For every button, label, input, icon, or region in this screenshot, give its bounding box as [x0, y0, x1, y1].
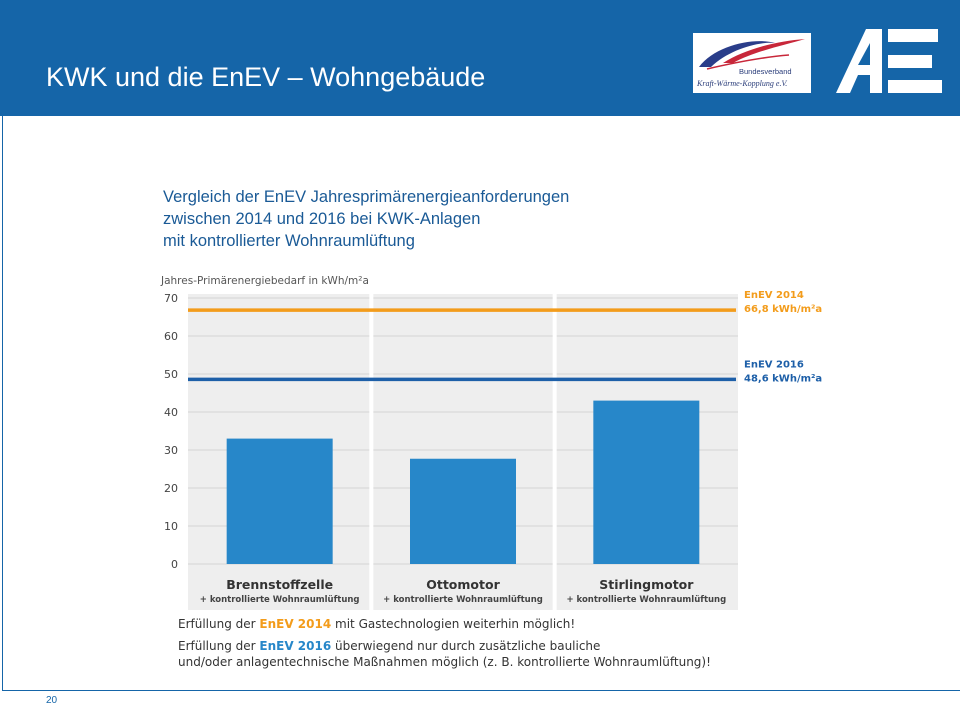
y-tick-label: 0 — [171, 558, 178, 571]
y-tick-label: 20 — [164, 482, 178, 495]
note-line-1-end: mit Gastechnologien weiterhin möglich! — [331, 617, 576, 631]
left-rule — [2, 116, 3, 690]
reference-line-label: EnEV 2016 — [744, 359, 804, 370]
chart-description: Vergleich der EnEV Jahresprimärenergiean… — [163, 186, 569, 252]
note-line-1: Erfüllung der EnEV 2014 mit Gastechnolog… — [178, 617, 575, 631]
category-label: Brennstoffzelle — [226, 577, 333, 592]
subtitle-line-1: Vergleich der EnEV Jahresprimärenergiean… — [163, 188, 570, 206]
bar — [410, 458, 516, 564]
note-line-1-start: Erfüllung der — [178, 617, 260, 631]
note-line-3: und/oder anlagentechnische Maßnahmen mög… — [178, 655, 711, 669]
bar — [226, 438, 333, 564]
bkwk-logo: Bundesverband Kraft-Wärme-Kopplung e.V. — [693, 33, 811, 93]
header-bar: KWK und die EnEV – Wohngebäude Bundesver… — [0, 0, 960, 116]
reference-line-label: EnEV 2014 — [744, 290, 804, 301]
slide-title: KWK und die EnEV – Wohngebäude — [46, 62, 486, 92]
category-sublabel: + kontrollierte Wohnraumlüftung — [566, 595, 726, 605]
y-tick-label: 30 — [164, 444, 178, 457]
category-label: Ottomotor — [426, 577, 500, 592]
ae-logo-icon — [836, 29, 942, 93]
y-axis-label: Jahres-Primärenergiebedarf in kWh/m²a — [160, 275, 369, 287]
y-tick-label: 60 — [164, 330, 178, 343]
note-line-2-start: Erfüllung der — [178, 639, 260, 653]
y-tick-label: 70 — [164, 292, 178, 305]
page-number: 20 — [46, 695, 58, 706]
y-tick-label: 40 — [164, 406, 178, 419]
reference-line-value: 66,8 kWh/m²a — [744, 304, 822, 315]
category-sublabel: + kontrollierte Wohnraumlüftung — [200, 595, 360, 605]
footer-rule — [2, 690, 960, 691]
bar — [593, 400, 700, 564]
category-label: Stirlingmotor — [599, 577, 694, 592]
note-line-2: Erfüllung der EnEV 2016 überwiegend nur … — [178, 639, 600, 653]
bkwk-swoosh-icon — [699, 39, 805, 70]
subtitle-line-3: mit kontrollierter Wohnraumlüftung — [163, 232, 415, 250]
note-enev2016-highlight: EnEV 2016 — [259, 639, 332, 653]
bar-chart: Jahres-Primärenergiebedarf in kWh/m²a 0 10… — [160, 275, 822, 610]
category-sublabel: + kontrollierte Wohnraumlüftung — [383, 595, 543, 605]
note-line-2-end: überwiegend nur durch zusätzliche baulic… — [331, 639, 601, 653]
bkwk-logo-text-1: Bundesverband — [739, 67, 792, 76]
reference-line-value: 48,6 kWh/m²a — [744, 373, 822, 384]
subtitle-line-2: zwischen 2014 und 2016 bei KWK-Anlagen — [163, 210, 481, 228]
bkwk-logo-text-2: Kraft-Wärme-Kopplung e.V. — [697, 79, 788, 88]
y-tick-label: 10 — [164, 520, 178, 533]
note-enev2014-highlight: EnEV 2014 — [259, 617, 332, 631]
y-tick-label: 50 — [164, 368, 178, 381]
